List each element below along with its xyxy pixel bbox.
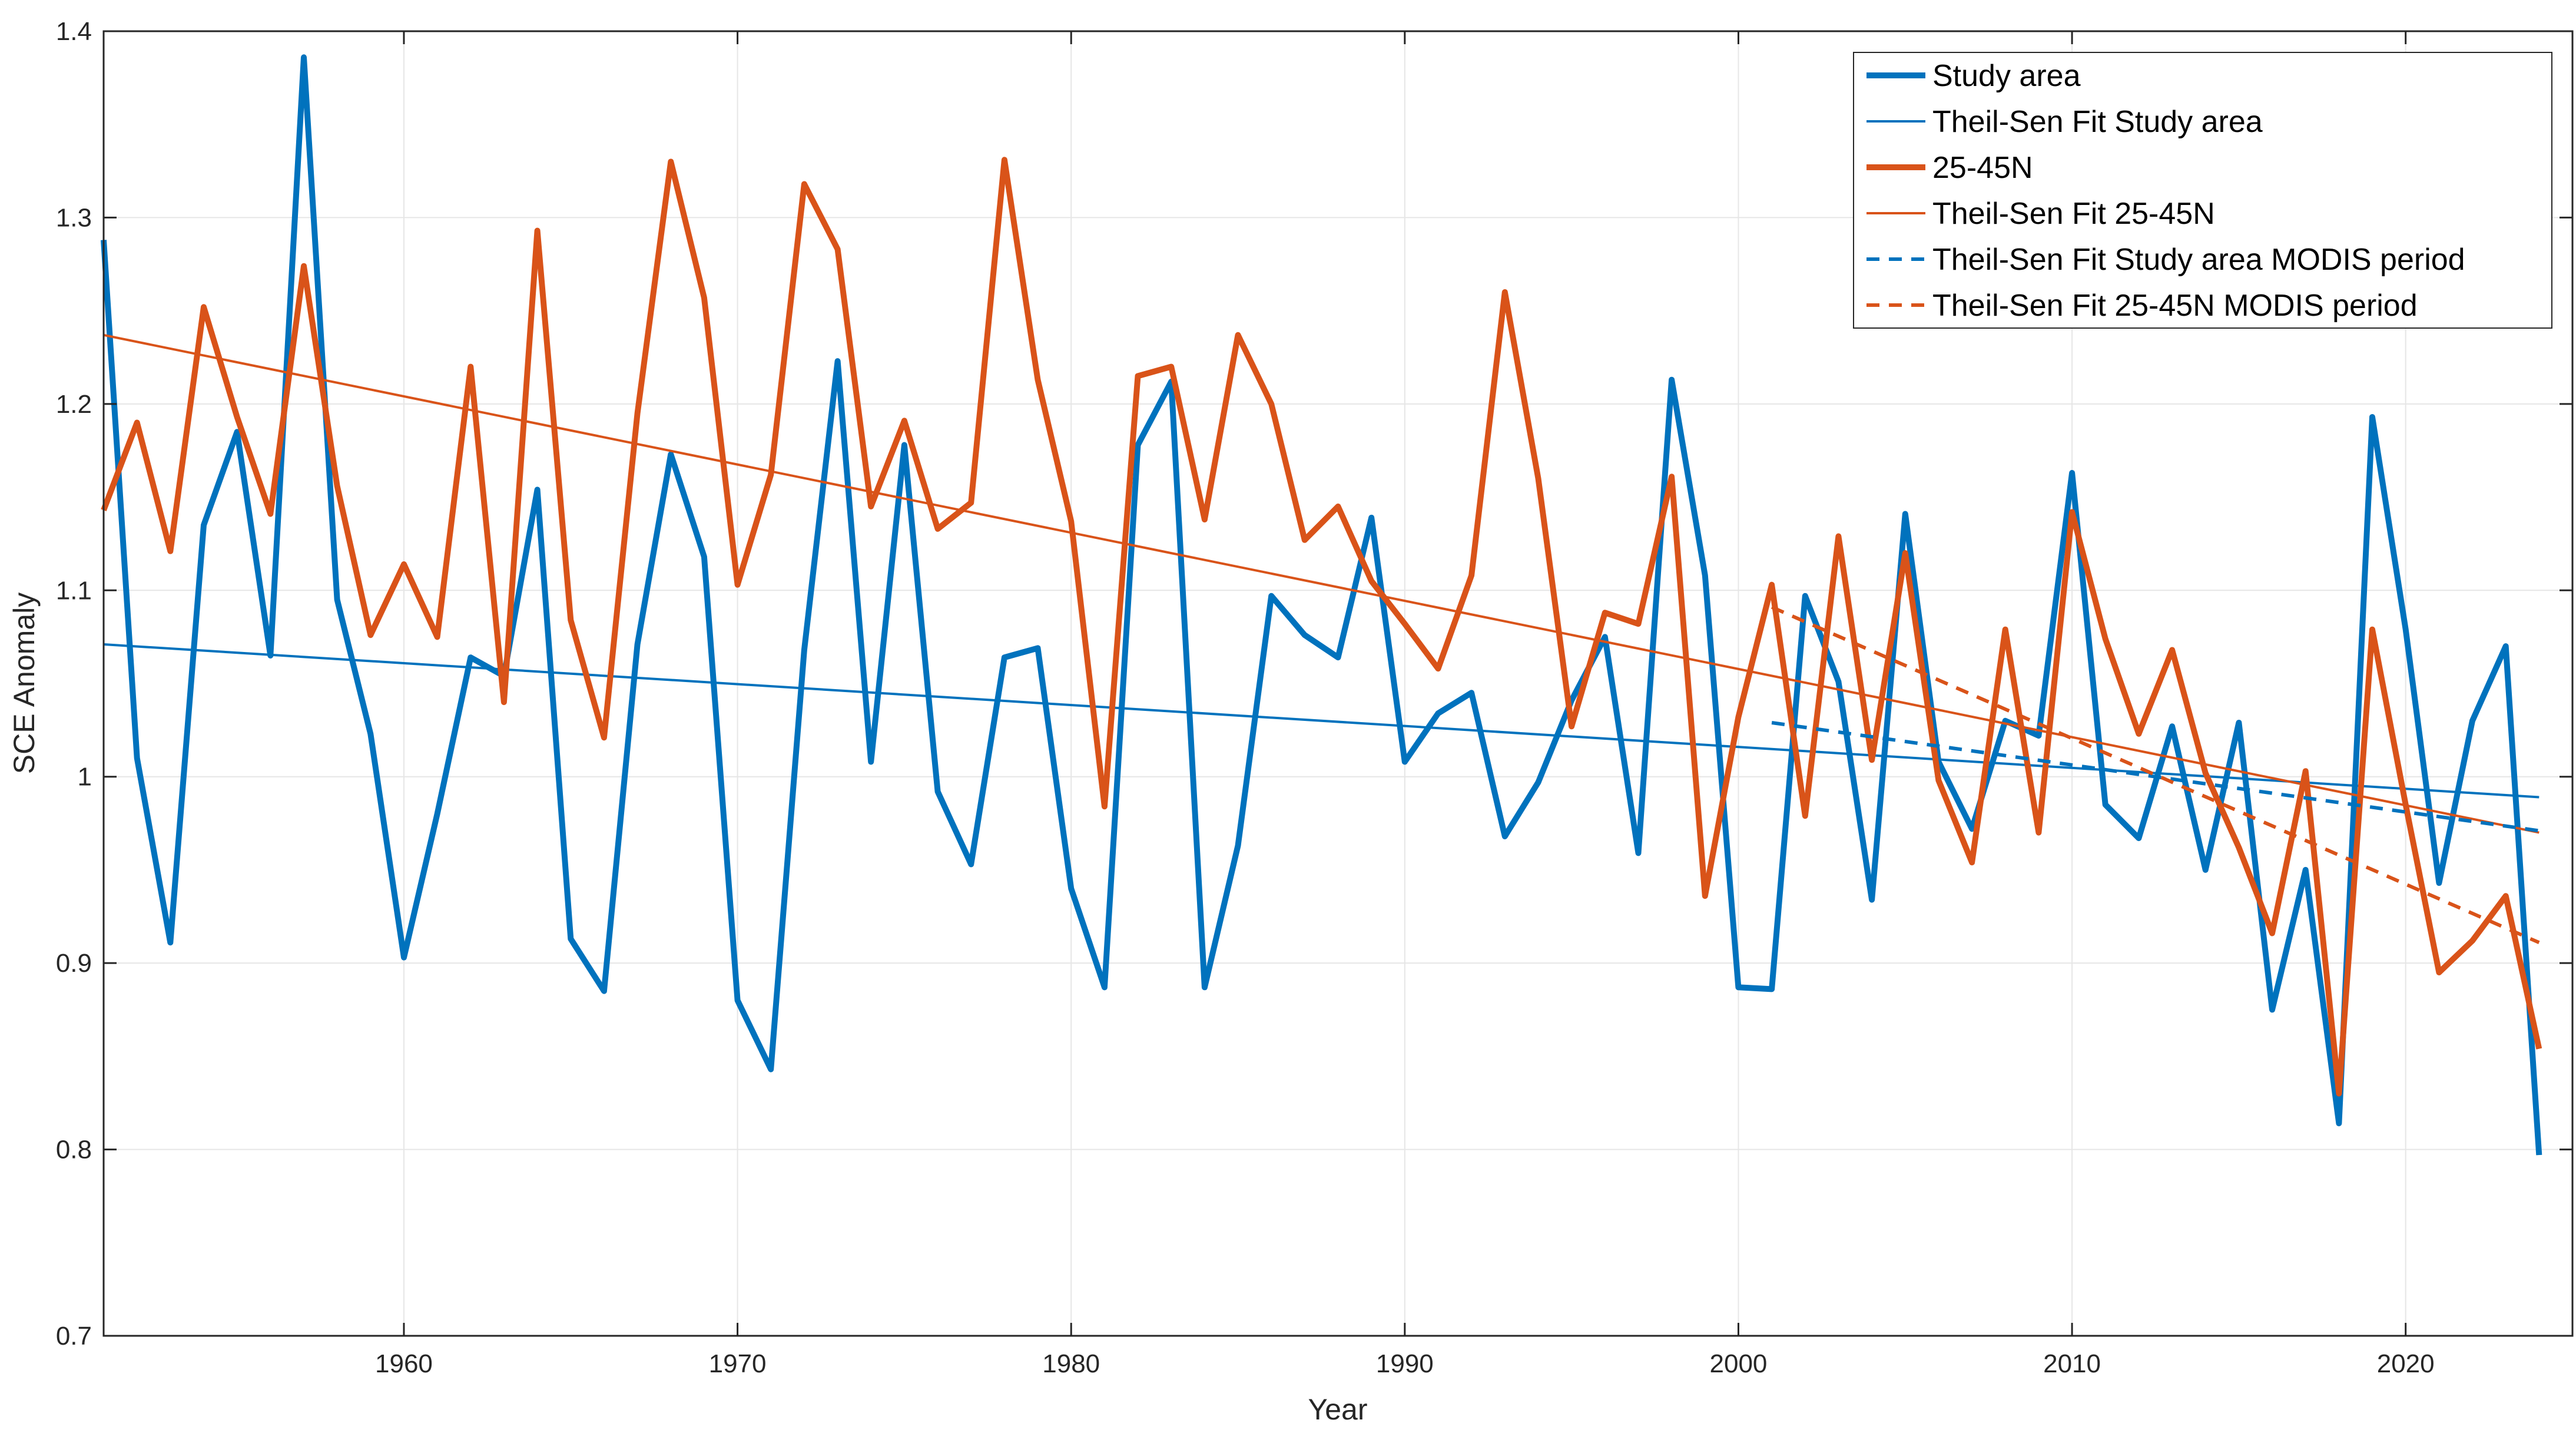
- legend-label: Theil-Sen Fit 25-45N MODIS period: [1932, 289, 2418, 323]
- x-tick-label: 2010: [2043, 1349, 2101, 1378]
- x-axis-title: Year: [1308, 1393, 1367, 1426]
- x-tick-label: 2000: [1710, 1349, 1768, 1378]
- series-line-theil-sen-fit-25-45n: [103, 333, 2539, 834]
- y-tick-label: 1.3: [56, 203, 92, 232]
- y-tick-label: 1.1: [56, 576, 92, 605]
- legend: Study area Theil-Sen Fit Study area 25-45N…: [1853, 52, 2552, 329]
- y-tick-label: 1: [78, 763, 92, 792]
- y-tick-label: 1.2: [56, 390, 92, 419]
- legend-label: Theil-Sen Fit Study area: [1932, 105, 2263, 139]
- axis-ticks: 1960 1970 1980 1990 2000 2010 2020 0.7 0.8 0.9 1 1.…: [56, 17, 2572, 1378]
- x-tick-label: 1960: [375, 1349, 433, 1378]
- x-tick-label: 1990: [1376, 1349, 1434, 1378]
- series-line-theil-sen-fit-study-area: [103, 643, 2539, 799]
- x-tick-label: 2020: [2377, 1349, 2435, 1378]
- series-line-25-45n: [101, 157, 2542, 1097]
- y-tick-label: 0.8: [56, 1136, 92, 1164]
- y-tick-label: 1.4: [56, 17, 92, 46]
- series-lines: [101, 54, 2542, 1156]
- x-tick-label: 1970: [709, 1349, 767, 1378]
- y-tick-label: 0.7: [56, 1322, 92, 1351]
- x-tick-label: 1980: [1042, 1349, 1100, 1378]
- y-axis-title: SCE Anomaly: [8, 593, 41, 774]
- plot-frame: [102, 30, 2574, 1337]
- series-line-theil-sen-fit-study-area-modis-period: [1771, 721, 2539, 833]
- legend-label: Theil-Sen Fit Study area MODIS period: [1932, 243, 2465, 277]
- legend-box: [1853, 52, 2552, 329]
- legend-label: Theil-Sen Fit 25-45N: [1932, 197, 2215, 231]
- y-tick-label: 0.9: [56, 949, 92, 978]
- series-line-theil-sen-fit-25-45n-modis-period: [1771, 605, 2540, 945]
- legend-label: 25-45N: [1932, 151, 2033, 185]
- legend-label: Study area: [1932, 59, 2081, 93]
